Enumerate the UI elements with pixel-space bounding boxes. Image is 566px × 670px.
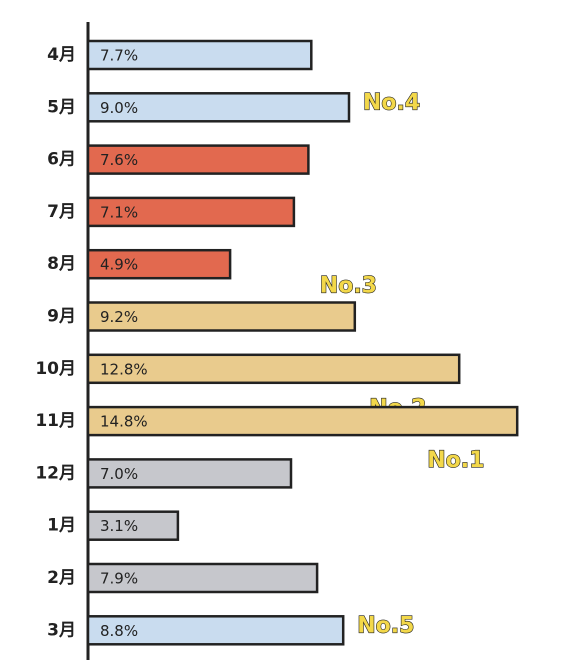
category-label: 2月 bbox=[47, 568, 76, 588]
value-label: 12.8% bbox=[100, 360, 148, 378]
value-label: 7.1% bbox=[100, 203, 138, 221]
bar bbox=[86, 301, 357, 332]
bar bbox=[86, 510, 180, 541]
category-label: 1月 bbox=[47, 516, 76, 536]
bar bbox=[86, 92, 351, 123]
category-label: 12月 bbox=[35, 463, 76, 483]
bar bbox=[86, 39, 313, 71]
bar bbox=[86, 562, 319, 594]
value-label: 9.2% bbox=[100, 308, 138, 326]
value-label: 7.9% bbox=[100, 570, 138, 588]
category-label: 8月 bbox=[47, 254, 76, 274]
category-label: 4月 bbox=[47, 45, 76, 65]
category-label: 3月 bbox=[47, 620, 76, 640]
bar bbox=[86, 196, 296, 228]
rank-label: No.3 bbox=[320, 274, 377, 299]
value-label: 7.6% bbox=[100, 151, 138, 169]
category-label: 9月 bbox=[47, 307, 76, 327]
category-label: 6月 bbox=[47, 150, 76, 170]
bar bbox=[86, 248, 232, 280]
rank-label: No.4 bbox=[363, 90, 420, 115]
bar bbox=[86, 405, 519, 437]
bar bbox=[86, 353, 461, 385]
category-label: 10月 bbox=[35, 359, 76, 379]
value-label: 8.8% bbox=[100, 622, 138, 640]
category-label: 5月 bbox=[47, 97, 76, 117]
value-label: 7.7% bbox=[100, 47, 138, 65]
value-label: 14.8% bbox=[100, 413, 148, 431]
rank-label: No.1 bbox=[427, 448, 484, 473]
value-label: 7.0% bbox=[100, 465, 138, 483]
bar bbox=[86, 458, 293, 489]
value-label: 3.1% bbox=[100, 517, 138, 535]
value-label: 4.9% bbox=[100, 256, 138, 274]
value-label: 9.0% bbox=[100, 99, 138, 117]
bar bbox=[86, 615, 345, 646]
bar bbox=[86, 144, 310, 175]
category-label: 7月 bbox=[47, 202, 76, 222]
category-label: 11月 bbox=[35, 411, 76, 431]
rank-label: No.5 bbox=[357, 613, 414, 638]
